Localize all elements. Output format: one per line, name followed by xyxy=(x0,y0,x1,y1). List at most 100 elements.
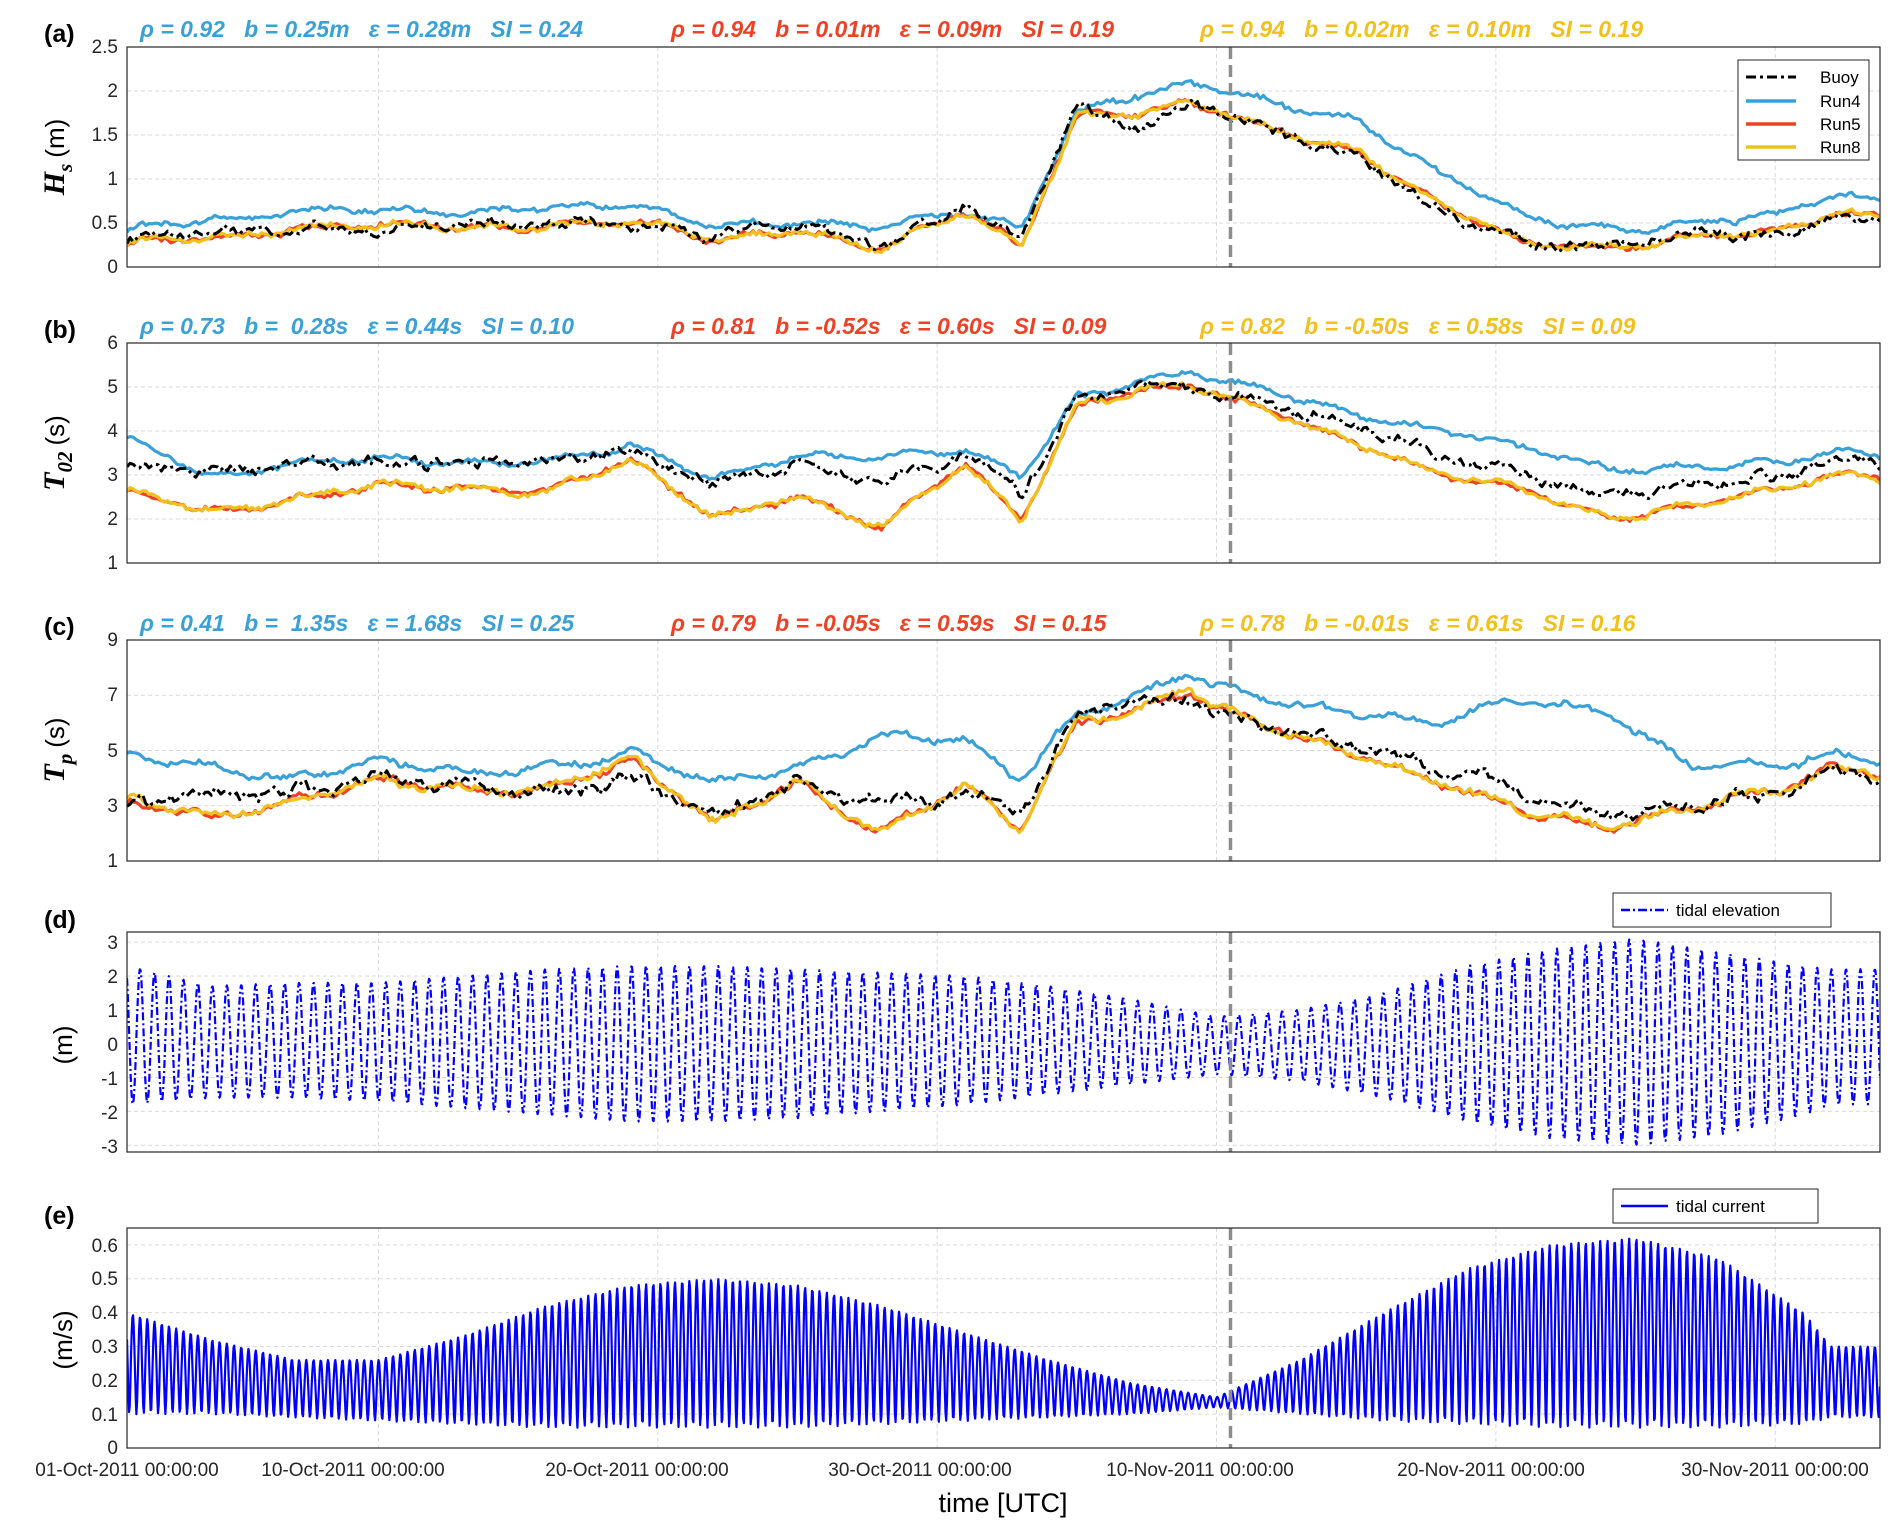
ytick-label: 1 xyxy=(107,169,118,190)
panel-d-plot xyxy=(127,932,1880,1152)
ytick-label: 2 xyxy=(107,509,118,530)
panel-b: 1 2 3 4 5 6 (b) ρ = 0.73 b = 0.28s ε = 0… xyxy=(38,313,1881,574)
panel-a-tag: (a) xyxy=(44,20,75,48)
series-line-run4 xyxy=(127,79,1880,235)
legend-label-run5: Run5 xyxy=(1820,115,1861,134)
ytick-label: -1 xyxy=(101,1069,118,1090)
legend-label-run4: Run4 xyxy=(1820,92,1861,111)
xtick-label: 01-Oct-2011 00:00:00 xyxy=(35,1460,218,1481)
xtick-label: 30-Oct-2011 00:00:00 xyxy=(828,1460,1011,1481)
ytick-label: 1 xyxy=(107,553,118,574)
svg-text:Tp(s): Tp(s) xyxy=(38,717,77,782)
ytick-label: 0 xyxy=(107,257,118,278)
ytick-label: 5 xyxy=(107,377,118,398)
legend-label-tidal-elevation: tidal elevation xyxy=(1676,901,1780,920)
series-line-run5 xyxy=(127,98,1880,253)
panel-e-ylabel: (m/s) xyxy=(48,1310,78,1369)
panel-c-stats-run5: ρ = 0.79 b = -0.05s ε = 0.59s SI = 0.15 xyxy=(670,610,1108,636)
panel-a-yticks: 0 0.5 1 1.5 2 2.5 xyxy=(92,37,118,278)
legend-label-buoy: Buoy xyxy=(1820,68,1859,87)
xtick-label: 30-Nov-2011 00:00:00 xyxy=(1681,1460,1869,1481)
svg-text:T02(s): T02(s) xyxy=(38,415,77,491)
tidal-current-legend: tidal current xyxy=(1612,1188,1819,1224)
panel-e-frame xyxy=(126,1227,1881,1449)
panel-b-frame xyxy=(126,342,1881,564)
series-line-run8 xyxy=(127,98,1880,255)
panel-a-plot xyxy=(127,47,1880,267)
panel-b-ylabel: T02(s) xyxy=(38,415,77,491)
panel-c-frame xyxy=(126,639,1881,862)
ytick-label: 1.5 xyxy=(92,125,118,146)
xtick-label: 10-Nov-2011 00:00:00 xyxy=(1106,1460,1294,1481)
xtick-label: 20-Nov-2011 00:00:00 xyxy=(1397,1460,1585,1481)
tidal-elevation-legend: tidal elevation xyxy=(1612,892,1832,928)
ytick-label: 2 xyxy=(107,81,118,102)
panel-c: 1 3 5 7 9 (c) ρ = 0.41 b = 1.35s ε = 1.6… xyxy=(38,610,1881,872)
series-line-tidal-current xyxy=(127,1237,1880,1429)
panel-b-stats-run4: ρ = 0.73 b = 0.28s ε = 0.44s SI = 0.10 xyxy=(139,313,574,339)
panel-a-stats-run8: ρ = 0.94 b = 0.02m ε = 0.10m SI = 0.19 xyxy=(1199,16,1643,42)
x-tick-labels: 01-Oct-2011 00:00:00 10-Oct-2011 00:00:0… xyxy=(35,1460,1869,1481)
ytick-label: -3 xyxy=(101,1137,118,1158)
ytick-label: 1 xyxy=(107,851,118,872)
panel-c-ylabel: Tp(s) xyxy=(38,717,77,782)
panel-d-tag: (d) xyxy=(44,906,76,934)
panel-a-ylabel: Hs(m) xyxy=(38,119,77,197)
series-line-buoy xyxy=(127,379,1880,501)
ytick-label: 0.1 xyxy=(92,1405,118,1426)
panel-a-stats-run4: ρ = 0.92 b = 0.25m ε = 0.28m SI = 0.24 xyxy=(139,16,583,42)
ytick-label: 1 xyxy=(107,1001,118,1022)
panel-a-stats-run5: ρ = 0.94 b = 0.01m ε = 0.09m SI = 0.19 xyxy=(670,16,1114,42)
ytick-label: 0.3 xyxy=(92,1337,118,1358)
panel-d-ylabel: (m) xyxy=(48,1026,78,1065)
panel-d-grid xyxy=(127,932,1880,1152)
x-axis-label: time [UTC] xyxy=(938,1488,1067,1518)
panel-e-tag: (e) xyxy=(44,1202,75,1230)
panel-d-frame xyxy=(126,931,1881,1153)
series-line-tidal-elevation xyxy=(127,938,1880,1146)
xtick-label: 10-Oct-2011 00:00:00 xyxy=(261,1460,444,1481)
ytick-label: 3 xyxy=(107,933,118,954)
panel-c-plot xyxy=(127,640,1880,861)
series-line-run5 xyxy=(127,692,1880,834)
ytick-label: 0.4 xyxy=(92,1303,119,1324)
ytick-label: 2 xyxy=(107,967,118,988)
panel-b-stats-run5: ρ = 0.81 b = -0.52s ε = 0.60s SI = 0.09 xyxy=(670,313,1107,339)
xtick-label: 20-Oct-2011 00:00:00 xyxy=(545,1460,728,1481)
panel-c-stats-run8: ρ = 0.78 b = -0.01s ε = 0.61s SI = 0.16 xyxy=(1199,610,1636,636)
panel-a: 0 0.5 1 1.5 2 2.5 (a) ρ = 0.92 b = 0.25m… xyxy=(38,16,1881,278)
ytick-label: 6 xyxy=(107,333,118,354)
series-line-run8 xyxy=(127,381,1880,529)
panel-b-stats-run8: ρ = 0.82 b = -0.50s ε = 0.58s SI = 0.09 xyxy=(1199,313,1636,339)
ytick-label: 9 xyxy=(107,630,118,651)
panel-c-stats-run4: ρ = 0.41 b = 1.35s ε = 1.68s SI = 0.25 xyxy=(139,610,575,636)
ytick-label: 4 xyxy=(107,421,118,442)
ytick-label: 5 xyxy=(107,741,118,762)
panel-b-tag: (b) xyxy=(44,316,76,344)
ytick-label: 0.6 xyxy=(92,1236,118,1257)
series-line-run4 xyxy=(127,370,1880,481)
ytick-label: 0.2 xyxy=(92,1371,118,1392)
ytick-label: -2 xyxy=(101,1103,118,1124)
series-line-run8 xyxy=(127,686,1880,835)
panel-c-tag: (c) xyxy=(44,613,75,641)
panel-e: 0 0.1 0.2 0.3 0.4 0.5 0.6 (e) (m/s) tida… xyxy=(35,1188,1881,1518)
ytick-label: 0.5 xyxy=(92,213,118,234)
ytick-label: 2.5 xyxy=(92,37,118,58)
panel-b-plot xyxy=(127,343,1880,563)
panel-e-plot xyxy=(127,1228,1880,1448)
panel-c-yticks: 1 3 5 7 9 xyxy=(107,630,118,872)
legend-label-run8: Run8 xyxy=(1820,138,1861,157)
svg-text:Hs(m): Hs(m) xyxy=(38,119,77,197)
ytick-label: 0 xyxy=(107,1035,118,1056)
panel-e-yticks: 0 0.1 0.2 0.3 0.4 0.5 0.6 xyxy=(92,1236,119,1459)
ytick-label: 3 xyxy=(107,796,118,817)
panel-d: -3 -2 -1 0 1 2 3 (d) (m) tidal elevation xyxy=(44,892,1881,1158)
legend-label-tidal-current: tidal current xyxy=(1676,1197,1765,1216)
series-line-run4 xyxy=(127,673,1880,784)
panel-b-yticks: 1 2 3 4 5 6 xyxy=(107,333,118,574)
ytick-label: 0.5 xyxy=(92,1269,118,1290)
series-line-buoy xyxy=(127,692,1880,822)
ytick-label: 7 xyxy=(107,685,118,706)
